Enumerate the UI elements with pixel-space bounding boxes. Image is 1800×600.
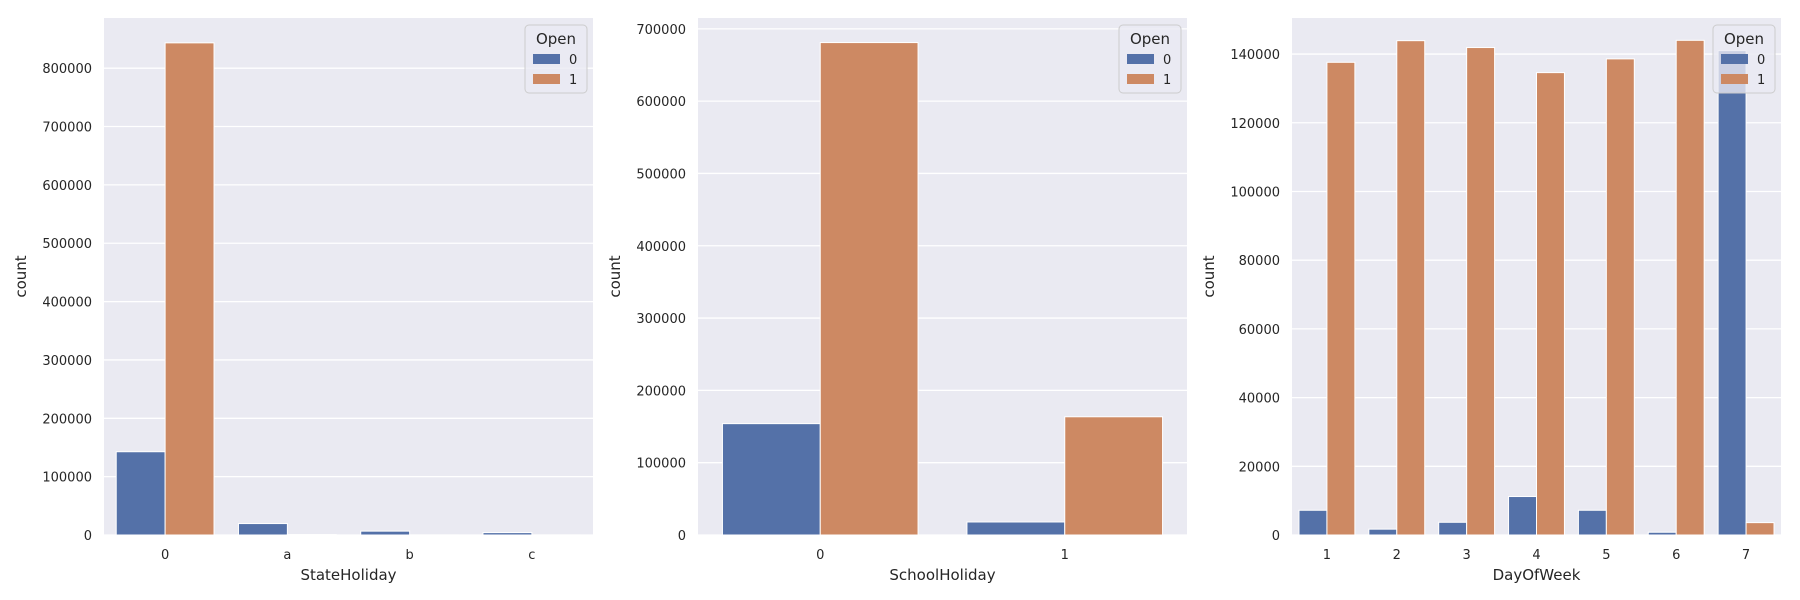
legend: Open 0 1 xyxy=(524,24,588,94)
bar-open-0-0 xyxy=(721,423,821,536)
bar-open-1-7 xyxy=(1745,522,1775,536)
chart-panel-schoolholiday: 0 100000 200000 300000 400000 500000 600000 700… xyxy=(606,18,1187,584)
y-tick-label: 40000 xyxy=(1239,392,1280,407)
bar-open-0-6 xyxy=(1647,531,1677,536)
x-axis-label: StateHoliday xyxy=(300,566,396,584)
y-axis-label: count xyxy=(1200,255,1218,297)
legend-title: Open xyxy=(1724,30,1764,48)
bar-open-0-7 xyxy=(1717,50,1747,536)
bar-open-1-3 xyxy=(1466,47,1496,536)
x-tick-label: 7 xyxy=(1742,548,1750,563)
legend: Open 0 1 xyxy=(1712,24,1776,94)
y-tick-label: 0 xyxy=(678,529,686,544)
y-tick-label: 100000 xyxy=(636,457,686,472)
y-tick-label: 600000 xyxy=(42,179,92,194)
y-tick-label: 200000 xyxy=(42,412,92,427)
y-axis-label: count xyxy=(12,255,30,297)
y-tick-label: 700000 xyxy=(42,121,92,136)
legend: Open 0 1 xyxy=(1118,24,1182,94)
y-tick-label: 500000 xyxy=(42,237,92,252)
x-tick-label: 0 xyxy=(816,548,824,563)
x-tick-label: 5 xyxy=(1602,548,1610,563)
bar-open-0-3 xyxy=(1438,521,1468,536)
legend-swatch-0 xyxy=(1127,54,1154,64)
y-tick-label: 400000 xyxy=(636,240,686,255)
y-tick-label: 0 xyxy=(84,529,92,544)
bar-open-1-0 xyxy=(819,42,919,536)
legend-title: Open xyxy=(1130,30,1170,48)
bar-open-1-4 xyxy=(1536,72,1565,536)
x-tick-label: 4 xyxy=(1532,548,1540,563)
legend-swatch-1 xyxy=(533,74,560,84)
bar-open-1-1 xyxy=(1326,61,1356,536)
y-axis-label: count xyxy=(606,255,624,297)
y-tick-label: 200000 xyxy=(636,384,686,399)
x-axis-label: DayOfWeek xyxy=(1493,566,1581,584)
bar-open-1-0 xyxy=(164,42,215,536)
bar-open-0-5 xyxy=(1577,509,1607,536)
bar-open-0-4 xyxy=(1508,496,1537,536)
legend-entry-0: 0 xyxy=(1163,53,1171,68)
x-tick-label: 3 xyxy=(1463,548,1471,563)
y-tick-label: 400000 xyxy=(42,296,92,311)
y-tick-label: 120000 xyxy=(1230,117,1280,132)
legend-entry-1: 1 xyxy=(1163,73,1171,88)
bar-open-0-b xyxy=(360,530,411,536)
y-tick-label: 100000 xyxy=(42,471,92,486)
x-tick-label: 2 xyxy=(1393,548,1401,563)
bar-open-0-a xyxy=(237,523,288,536)
x-axis-label: SchoolHoliday xyxy=(889,566,995,584)
legend-entry-0: 0 xyxy=(1757,53,1765,68)
x-tick-label: b xyxy=(405,548,413,563)
legend-entry-0: 0 xyxy=(569,53,577,68)
legend-swatch-0 xyxy=(1721,54,1748,64)
legend-swatch-1 xyxy=(1721,74,1748,84)
y-tick-label: 700000 xyxy=(636,23,686,38)
legend-entry-1: 1 xyxy=(1757,73,1765,88)
bar-open-1-6 xyxy=(1675,39,1705,536)
y-tick-label: 600000 xyxy=(636,95,686,110)
x-tick-label: 1 xyxy=(1323,548,1331,563)
legend-entry-1: 1 xyxy=(569,73,577,88)
chart-panel-dayofweek: 0 20000 40000 60000 80000 100000 120000 140000 1… xyxy=(1200,18,1781,584)
bar-open-0-0 xyxy=(115,451,166,536)
legend-swatch-1 xyxy=(1127,74,1154,84)
chart-panel-stateholiday: 0 100000 200000 300000 400000 500000 600000 700… xyxy=(12,18,593,584)
x-tick-label: a xyxy=(283,548,291,563)
bar-open-0-2 xyxy=(1368,528,1398,536)
y-tick-label: 80000 xyxy=(1239,254,1280,269)
x-tick-label: c xyxy=(528,548,535,563)
bar-open-0-c xyxy=(482,532,533,536)
bar-open-0-1 xyxy=(1298,509,1328,536)
bar-open-1-5 xyxy=(1605,58,1635,536)
y-tick-label: 300000 xyxy=(42,354,92,369)
bar-open-1-1 xyxy=(1064,416,1164,536)
bar-open-1-2 xyxy=(1396,40,1426,536)
bar-open-0-1 xyxy=(966,521,1066,536)
y-tick-label: 140000 xyxy=(1230,48,1280,63)
y-tick-label: 60000 xyxy=(1239,323,1280,338)
y-tick-label: 500000 xyxy=(636,167,686,182)
x-tick-label: 6 xyxy=(1672,548,1680,563)
legend-swatch-0 xyxy=(533,54,560,64)
x-tick-label: 0 xyxy=(161,548,169,563)
y-tick-label: 300000 xyxy=(636,312,686,327)
y-tick-label: 0 xyxy=(1272,529,1280,544)
y-tick-label: 100000 xyxy=(1230,185,1280,200)
y-tick-label: 20000 xyxy=(1239,460,1280,475)
legend-title: Open xyxy=(536,30,576,48)
y-tick-label: 800000 xyxy=(42,62,92,77)
x-tick-label: 1 xyxy=(1061,548,1069,563)
